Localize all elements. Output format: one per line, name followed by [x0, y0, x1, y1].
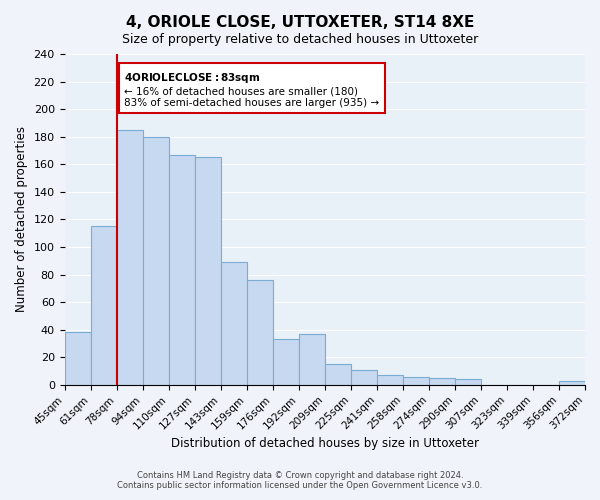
Bar: [559, 380, 585, 385]
Bar: [429, 378, 455, 385]
Bar: [299, 334, 325, 385]
Bar: [325, 364, 351, 385]
Bar: [247, 280, 273, 385]
Bar: [221, 262, 247, 385]
Bar: [143, 136, 169, 385]
Bar: [116, 130, 143, 385]
Text: 4, ORIOLE CLOSE, UTTOXETER, ST14 8XE: 4, ORIOLE CLOSE, UTTOXETER, ST14 8XE: [126, 15, 474, 30]
Bar: [455, 380, 481, 385]
Bar: [377, 375, 403, 385]
Bar: [403, 376, 429, 385]
Bar: [351, 370, 377, 385]
X-axis label: Distribution of detached houses by size in Uttoxeter: Distribution of detached houses by size …: [171, 437, 479, 450]
Text: Contains HM Land Registry data © Crown copyright and database right 2024.
Contai: Contains HM Land Registry data © Crown c…: [118, 470, 482, 490]
Text: Size of property relative to detached houses in Uttoxeter: Size of property relative to detached ho…: [122, 32, 478, 46]
Bar: [273, 340, 299, 385]
Text: $\bf{4 ORIOLE CLOSE: 83sqm}$
← 16% of detached houses are smaller (180)
83% of s: $\bf{4 ORIOLE CLOSE: 83sqm}$ ← 16% of de…: [124, 70, 380, 108]
Y-axis label: Number of detached properties: Number of detached properties: [15, 126, 28, 312]
Bar: [169, 154, 194, 385]
Bar: [194, 158, 221, 385]
Bar: [65, 332, 91, 385]
Bar: [91, 226, 116, 385]
